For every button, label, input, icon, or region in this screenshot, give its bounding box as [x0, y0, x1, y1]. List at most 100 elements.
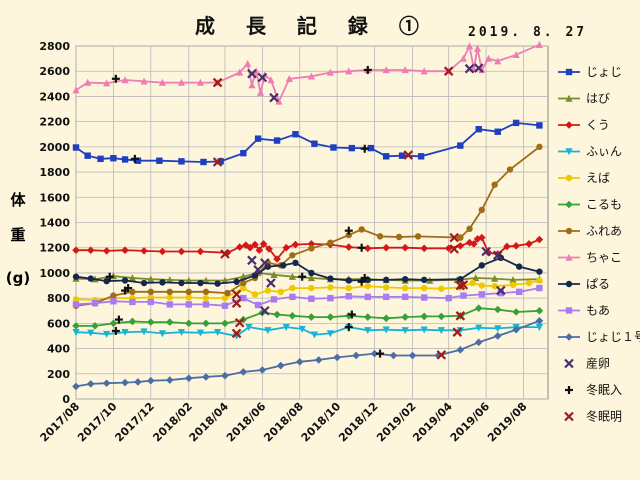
legend-marker — [565, 200, 573, 209]
series-5-point — [420, 284, 428, 292]
series-9-point — [103, 277, 110, 285]
series-7-point — [110, 292, 117, 299]
series-9-point — [308, 269, 315, 277]
legend-label: 産卵 — [586, 356, 610, 371]
event-2-marker — [363, 65, 372, 74]
legend-marker — [565, 253, 573, 261]
series-3-point — [444, 244, 453, 253]
series-9-point — [159, 279, 166, 286]
event-1-marker — [269, 92, 279, 103]
series-4-point — [282, 323, 290, 331]
event-3-marker-stroke — [449, 244, 459, 254]
legend-marker — [565, 121, 573, 129]
series-8-point — [465, 42, 474, 50]
series-4-point — [364, 327, 372, 335]
series-7-point — [202, 288, 210, 296]
y-axis-label-1: 体 — [10, 191, 26, 209]
series-3-point — [344, 243, 353, 251]
series-11-point — [202, 373, 210, 381]
series-6-point — [72, 322, 80, 330]
series-6-point — [363, 313, 372, 321]
series-10-point — [497, 289, 504, 297]
series-9-point — [536, 268, 543, 275]
event-1-marker — [260, 305, 270, 316]
series-3-point — [291, 240, 300, 249]
series-11-point — [456, 346, 465, 354]
series-1-point — [72, 144, 80, 151]
series-7-point — [289, 252, 296, 259]
series-10-point — [364, 293, 371, 301]
series-6-point — [128, 317, 137, 326]
legend-event-marker-stroke — [564, 358, 574, 369]
y-tick-label: 600 — [47, 317, 70, 330]
series-1-point — [292, 131, 299, 138]
series-7-point — [166, 288, 173, 296]
legend-label: ふれあ — [586, 224, 622, 238]
series-9-point — [327, 275, 334, 282]
series-3-point — [282, 243, 291, 252]
series-3-point — [251, 240, 259, 249]
y-tick-label: 800 — [47, 292, 70, 305]
series-3-point — [241, 241, 250, 249]
series-8-point — [103, 79, 111, 87]
series-6-point — [535, 306, 544, 315]
series-9-point — [457, 276, 464, 283]
series-3-point — [177, 247, 186, 256]
event-2-marker — [344, 226, 353, 235]
series-6-point — [288, 311, 297, 320]
event-1-marker-stroke — [481, 246, 491, 257]
series-5-point — [185, 294, 192, 301]
series-4-point — [401, 327, 409, 335]
series-6-point — [474, 304, 483, 313]
series-1-point — [156, 157, 163, 164]
series-8-point — [382, 66, 390, 74]
event-1-marker — [473, 63, 484, 73]
series-11-point — [512, 325, 520, 334]
series-11-point — [184, 374, 193, 382]
event-3-marker-stroke — [234, 317, 245, 328]
event-3-marker-stroke — [455, 280, 466, 291]
series-10-point — [240, 294, 247, 302]
series-5-point — [509, 281, 517, 289]
series-10-point — [91, 299, 99, 307]
series-1-point — [475, 126, 482, 133]
legend-event-marker — [565, 386, 573, 394]
series-7-point — [506, 166, 514, 173]
series-1-point — [494, 128, 501, 135]
y-tick-label: 1000 — [39, 267, 70, 280]
y-tick-label: 1400 — [39, 217, 70, 230]
event-1-marker — [266, 278, 276, 288]
series-5-point — [382, 284, 390, 291]
series-7-point — [224, 289, 231, 297]
series-3-point — [121, 246, 129, 255]
series-8-point — [420, 67, 428, 75]
series-3-point — [382, 243, 390, 252]
series-2-point — [509, 276, 517, 284]
event-3-marker — [458, 280, 469, 290]
event-2-marker — [298, 272, 307, 281]
series-5-point — [277, 288, 284, 296]
event-2-marker — [114, 315, 123, 324]
series-8-point — [459, 54, 468, 62]
series-6-point — [326, 313, 335, 321]
legend-label: くう — [586, 118, 610, 132]
series-3-point — [235, 243, 244, 251]
legend-label: ふぃん — [586, 145, 622, 159]
legend-label: こるも — [586, 198, 622, 212]
series-8-point — [307, 72, 315, 80]
series-5-point — [345, 284, 352, 292]
y-tick-label: 200 — [47, 368, 70, 381]
series-11-point — [333, 353, 341, 362]
series-11-point — [370, 349, 379, 358]
series-6-point — [221, 319, 229, 328]
series-10-point — [270, 296, 278, 303]
series-7-point — [491, 181, 498, 188]
series-8-point — [244, 59, 252, 67]
event-3-marker-stroke — [231, 328, 242, 339]
series-8-point — [473, 44, 482, 52]
series-2-point — [270, 271, 278, 279]
event-3-marker — [449, 232, 459, 243]
series-3-point — [102, 247, 111, 255]
y-axis-label-3: (g) — [6, 269, 30, 287]
event-2-marker — [376, 349, 385, 358]
